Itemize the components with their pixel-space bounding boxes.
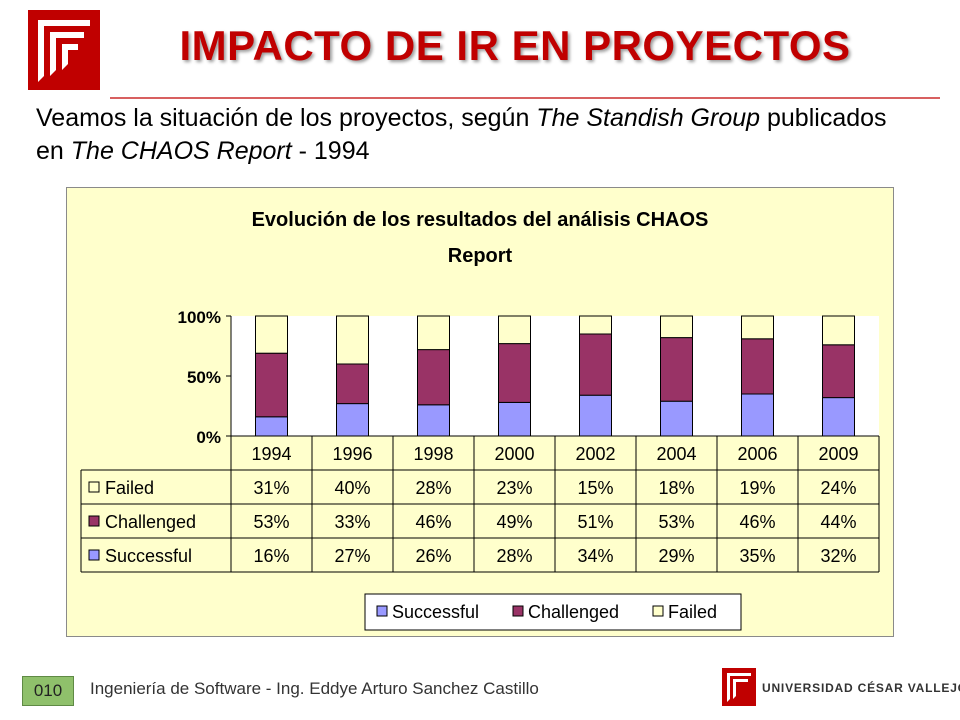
data-label-challenged: 49%	[496, 512, 532, 532]
chaos-chart-svg: Evolución de los resultados del análisis…	[80, 209, 880, 631]
table-legend-key-failed	[88, 481, 100, 493]
university-mark-icon	[722, 668, 756, 706]
plot-area	[231, 316, 879, 436]
slide-title: IMPACTO DE IR EN PROYECTOS	[179, 22, 851, 69]
table-series-name-challenged: Challenged	[105, 512, 196, 532]
x-category-label: 2009	[818, 444, 858, 464]
bar-failed-2002	[579, 315, 612, 335]
bar-successful-2000	[498, 401, 531, 437]
bar-challenged-1996	[336, 363, 369, 405]
bar-failed-2004	[660, 315, 693, 339]
table-legend-key-challenged	[88, 515, 100, 527]
chart-title-line2: Report	[448, 245, 513, 267]
data-label-successful: 29%	[658, 546, 694, 566]
data-label-successful: 34%	[577, 546, 613, 566]
bar-challenged-2004	[660, 337, 693, 402]
legend-key-challenged	[512, 605, 524, 617]
x-category-label: 1994	[251, 444, 291, 464]
bar-failed-1996	[336, 315, 369, 365]
bar-successful-2009	[822, 397, 855, 437]
university-footer-logo: UNIVERSIDAD CÉSAR VALLEJO	[722, 668, 960, 708]
chart-title-line1: Evolución de los resultados del análisis…	[252, 209, 709, 231]
legend-key-failed	[652, 605, 664, 617]
bar-failed-2000	[498, 315, 531, 345]
y-tick-label: 50%	[187, 368, 221, 387]
chaos-chart: Evolución de los resultados del análisis…	[66, 187, 894, 637]
university-name: UNIVERSIDAD CÉSAR VALLEJO	[762, 681, 960, 695]
x-category-label: 1998	[413, 444, 453, 464]
bar-successful-2002	[579, 394, 612, 437]
data-label-challenged: 46%	[739, 512, 775, 532]
bar-challenged-2002	[579, 333, 612, 396]
data-label-failed: 18%	[658, 478, 694, 498]
data-label-successful: 28%	[496, 546, 532, 566]
legend-key-successful	[376, 605, 388, 617]
x-category-label: 2000	[494, 444, 534, 464]
data-label-failed: 15%	[577, 478, 613, 498]
x-category-label: 2006	[737, 444, 777, 464]
x-category-label: 2002	[575, 444, 615, 464]
bar-successful-1994	[255, 416, 288, 437]
chart-legend: Successful Challenged Failed	[364, 593, 742, 631]
legend-label-challenged: Challenged	[528, 602, 619, 622]
bar-successful-2006	[741, 393, 774, 437]
bar-successful-1996	[336, 403, 369, 437]
data-label-successful: 16%	[253, 546, 289, 566]
bar-failed-1998	[417, 315, 450, 351]
table-series-name-successful: Successful	[105, 546, 192, 566]
slide-subtitle: Veamos la situación de los proyectos, se…	[36, 102, 916, 168]
subtitle-text-2: publicados en	[36, 104, 887, 165]
data-label-failed: 40%	[334, 478, 370, 498]
title-divider	[110, 97, 940, 99]
data-label-challenged: 53%	[658, 512, 694, 532]
data-label-failed: 23%	[496, 478, 532, 498]
table-legend-key-successful	[88, 549, 100, 561]
bar-failed-2006	[741, 315, 774, 340]
bar-challenged-2009	[822, 344, 855, 399]
legend-label-successful: Successful	[392, 602, 479, 622]
data-label-successful: 27%	[334, 546, 370, 566]
slide-number: 010	[22, 676, 74, 706]
bar-challenged-2006	[741, 338, 774, 395]
bar-failed-1994	[255, 315, 288, 354]
bar-successful-1998	[417, 404, 450, 437]
subtitle-source-name: The Standish Group	[536, 104, 761, 132]
data-label-failed: 24%	[820, 478, 856, 498]
university-logo-icon	[28, 10, 100, 90]
legend-label-failed: Failed	[668, 602, 717, 622]
data-label-failed: 31%	[253, 478, 289, 498]
y-tick-label: 100%	[178, 308, 221, 327]
data-label-challenged: 51%	[577, 512, 613, 532]
data-label-challenged: 46%	[415, 512, 451, 532]
footer-text: Ingeniería de Software - Ing. Eddye Artu…	[90, 679, 539, 698]
data-label-successful: 32%	[820, 546, 856, 566]
bar-successful-2004	[660, 400, 693, 437]
y-tick-label: 0%	[196, 428, 221, 447]
bar-failed-2009	[822, 315, 855, 346]
x-category-label: 2004	[656, 444, 696, 464]
subtitle-report-name: The CHAOS Report	[70, 137, 292, 165]
x-category-label: 1996	[332, 444, 372, 464]
data-label-failed: 28%	[415, 478, 451, 498]
data-label-failed: 19%	[739, 478, 775, 498]
data-label-challenged: 53%	[253, 512, 289, 532]
subtitle-text-1: Veamos la situación de los proyectos, se…	[36, 104, 537, 132]
data-label-challenged: 44%	[820, 512, 856, 532]
data-label-successful: 35%	[739, 546, 775, 566]
bar-challenged-1998	[417, 349, 450, 406]
bar-challenged-2000	[498, 343, 531, 403]
data-label-challenged: 33%	[334, 512, 370, 532]
subtitle-year: - 1994	[291, 137, 370, 165]
table-series-name-failed: Failed	[105, 478, 154, 498]
data-label-successful: 26%	[415, 546, 451, 566]
bar-challenged-1994	[255, 352, 288, 418]
